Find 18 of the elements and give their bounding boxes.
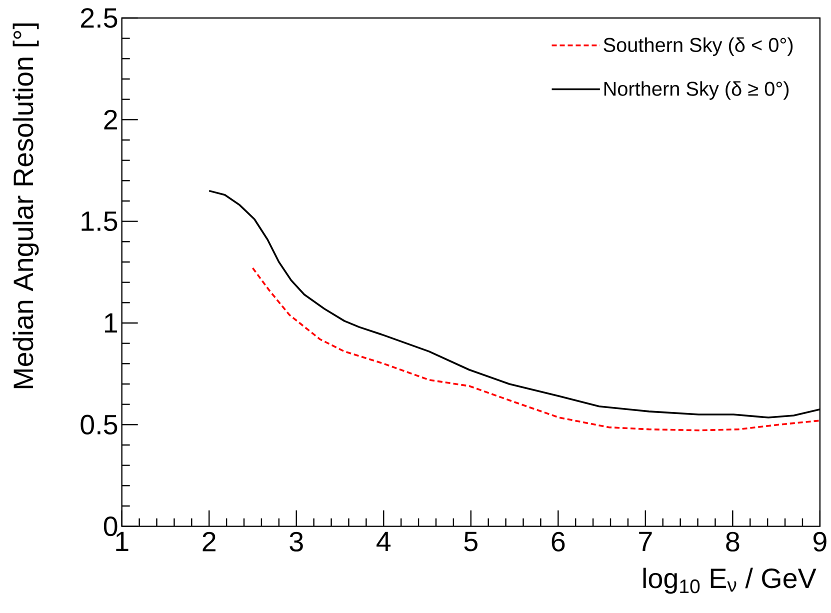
x-tick-label: 8 bbox=[726, 532, 740, 552]
x-tick-label: 7 bbox=[639, 532, 652, 551]
x-tick-label: 2 bbox=[202, 532, 216, 552]
legend-label: Northern Sky (δ ≥ 0°) bbox=[604, 81, 789, 100]
x-tick-label: 4 bbox=[376, 532, 391, 551]
y-tick-label: 2.5 bbox=[81, 8, 118, 28]
y-axis-title: Median Angular Resolution [°] bbox=[12, 23, 39, 388]
y-tick-label: 1.5 bbox=[82, 212, 118, 231]
x-tick-label: 5 bbox=[464, 532, 478, 552]
y-tick-label: 1 bbox=[104, 313, 117, 332]
y-tick-label: 0 bbox=[104, 516, 118, 536]
x-tick-label: 3 bbox=[290, 532, 303, 552]
x-axis-title: log$_{10}$ E$_{ν}$ / GeV bbox=[643, 568, 816, 594]
x-tick-label: 9 bbox=[814, 532, 826, 552]
x-tick-label: 6 bbox=[552, 532, 565, 552]
y-tick-label: 0.5 bbox=[80, 414, 118, 434]
legend-label: Southern Sky (δ < 0°) bbox=[604, 37, 793, 56]
y-tick-label: 2 bbox=[104, 110, 117, 130]
